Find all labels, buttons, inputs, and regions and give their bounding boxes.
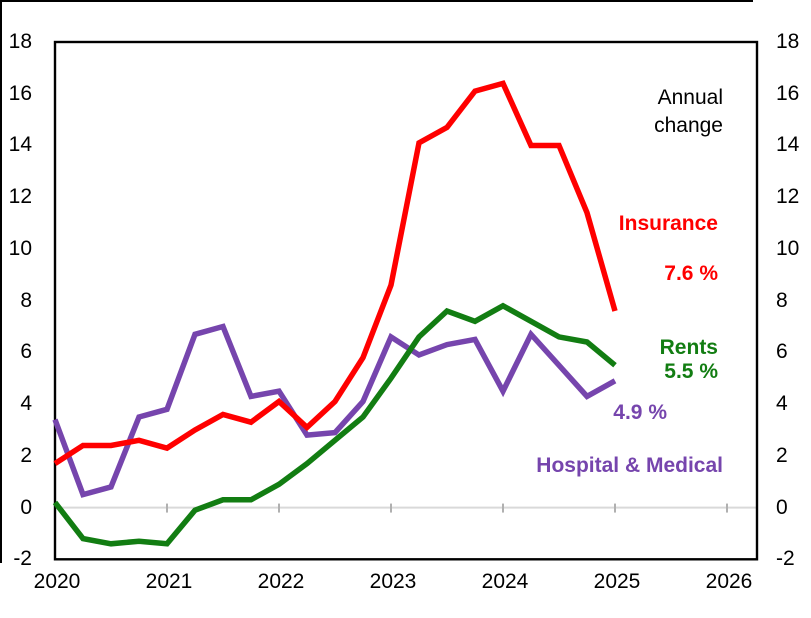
screenshot-top-border <box>0 0 753 2</box>
y-axis-label-right: 0 <box>776 495 788 519</box>
x-axis-label: 2023 <box>369 570 417 593</box>
y-axis-label-right: 16 <box>776 81 800 105</box>
y-axis-label-right: 8 <box>776 288 788 312</box>
x-axis-label: 2024 <box>481 570 529 593</box>
y-axis-label-right: 2 <box>776 443 788 467</box>
y-axis-label-left: 2 <box>20 443 32 467</box>
x-axis-label: 2021 <box>145 570 193 593</box>
annotation-annual-change: Annual change <box>654 86 723 137</box>
y-axis-label-right: -2 <box>776 547 795 571</box>
y-axis-label-left: 8 <box>20 288 32 312</box>
x-axis-label: 2025 <box>593 570 641 593</box>
y-axis-label-left: 4 <box>20 392 32 416</box>
x-axis-label: 2020 <box>33 570 81 593</box>
y-axis-label-left: 18 <box>8 30 32 53</box>
y-axis-label-left: 12 <box>8 185 32 209</box>
series-line-insurance <box>53 80 618 466</box>
series-value-hospital-medical: 4.9 % <box>613 401 667 424</box>
y-axis-label-right: 14 <box>776 133 800 157</box>
series-value-rents: 5.5 % <box>664 360 718 383</box>
y-axis-label-right: 18 <box>776 30 800 53</box>
y-axis-label-left: 0 <box>20 495 32 519</box>
y-axis-label-left: 10 <box>8 236 32 260</box>
y-axis-label-right: 4 <box>776 392 788 416</box>
y-axis-label-right: 6 <box>776 340 788 364</box>
y-axis-label-right: 10 <box>776 236 800 260</box>
series-line-hospital-medical <box>52 323 617 498</box>
series-label-hospital-medical: Hospital & Medical <box>536 454 723 477</box>
screenshot-left-border <box>0 0 2 563</box>
series-label-insurance: Insurance <box>618 212 718 235</box>
series-value-insurance: 7.6 % <box>664 262 718 285</box>
y-axis-label-left: 14 <box>8 133 32 157</box>
plot-frame <box>53 40 759 561</box>
series-label-rents: Rents <box>659 336 718 359</box>
y-axis-label-left: 6 <box>20 340 32 364</box>
y-axis-label-left: 16 <box>8 81 32 105</box>
x-axis-label: 2026 <box>705 570 753 593</box>
x-axis-label: 2022 <box>257 570 305 593</box>
y-axis-label-right: 12 <box>776 185 800 209</box>
y-axis-label-left: -2 <box>13 547 32 571</box>
series-line-rents <box>52 302 617 547</box>
